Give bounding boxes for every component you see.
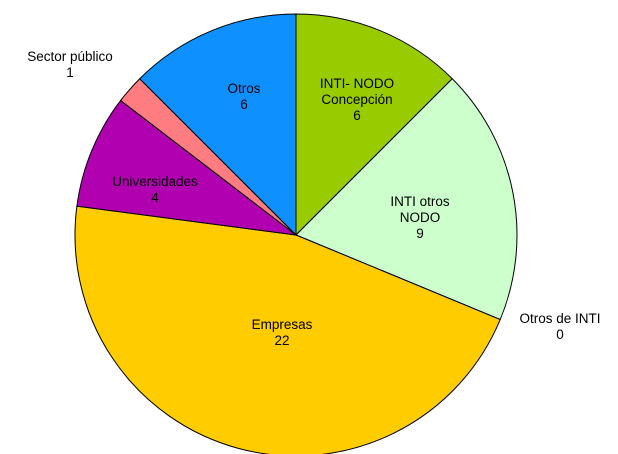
slice-name: INTI- NODO Concepción <box>319 76 395 107</box>
slice-value: 6 <box>353 108 361 123</box>
slice-value: 4 <box>151 190 159 205</box>
slice-label: Sector público 1 <box>5 49 135 81</box>
slice-label: Universidades 4 <box>85 174 225 206</box>
slice-label: INTI- NODO Concepción 6 <box>310 76 405 124</box>
pie-slice <box>74 205 501 454</box>
slice-name: Empresas <box>251 317 313 332</box>
slice-value: 6 <box>240 97 248 112</box>
slice-name: Sector público <box>27 49 113 64</box>
slice-label: Otros 6 <box>204 81 284 113</box>
pie-slice <box>76 99 298 236</box>
slice-label: INTI otros NODO 9 <box>383 194 458 242</box>
pie-slice <box>295 78 518 321</box>
slice-name: Otros de INTI <box>519 311 601 326</box>
slice-value: 22 <box>274 333 290 348</box>
slice-value: 0 <box>556 327 564 342</box>
pie-slice <box>139 13 297 237</box>
slice-value: 9 <box>416 226 424 241</box>
slice-label: Otros de INTI 0 <box>500 311 618 343</box>
slice-name: Universidades <box>112 174 198 189</box>
slice-value: 1 <box>66 65 74 80</box>
slice-name: Otros <box>227 81 261 96</box>
pie-slice <box>295 13 453 237</box>
slice-name: INTI otros NODO <box>390 194 450 225</box>
slice-label: Empresas 22 <box>222 317 342 349</box>
